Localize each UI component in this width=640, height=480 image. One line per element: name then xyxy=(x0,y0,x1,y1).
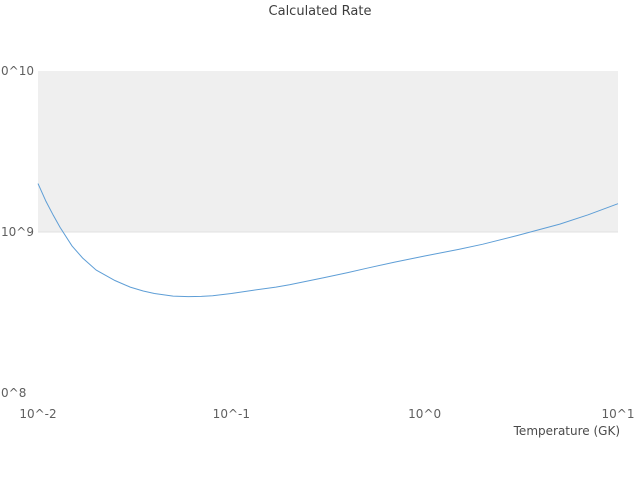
x-tick-label: 10^-2 xyxy=(19,407,57,421)
x-tick-label: 10^1 xyxy=(601,407,635,421)
y-tick-label: 10^9 xyxy=(1,225,34,240)
x-tick-label: 10^-1 xyxy=(212,407,250,421)
x-axis-title: Temperature (GK) xyxy=(513,424,620,438)
rate-curve xyxy=(37,183,619,298)
y-tick-label: 0^10 xyxy=(1,64,34,79)
x-tick-label: 10^0 xyxy=(408,407,442,421)
chart-title: Calculated Rate xyxy=(268,4,372,19)
y-tick-label: 0^8 xyxy=(1,386,27,401)
shaded-band xyxy=(38,71,618,233)
